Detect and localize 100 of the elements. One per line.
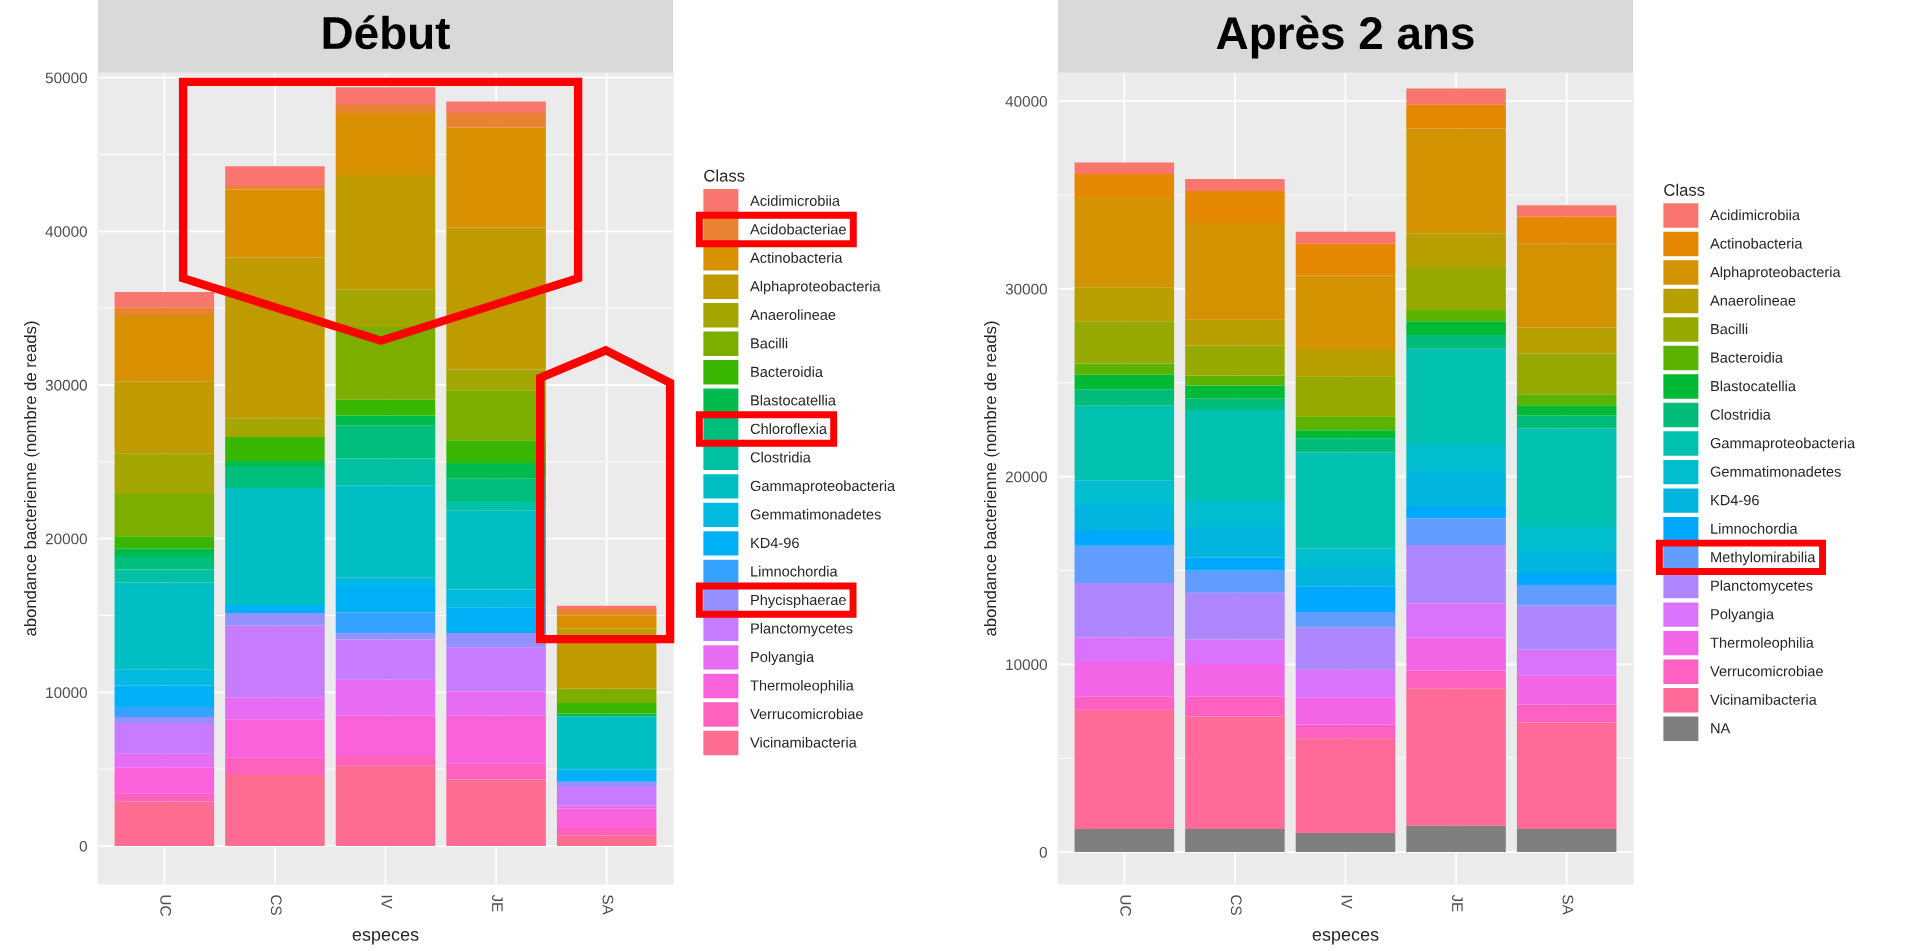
bar: [1406, 670, 1506, 689]
bar: [114, 801, 215, 847]
bar: [225, 436, 325, 462]
bar: [1295, 452, 1396, 549]
bar: [446, 463, 546, 479]
bar: [556, 615, 657, 629]
bar: [446, 632, 546, 648]
bar: [1074, 696, 1175, 710]
bar: [1074, 828, 1175, 853]
x-tick-label: UC: [1120, 895, 1132, 916]
bar: [114, 494, 215, 537]
bar: [1074, 363, 1175, 375]
bar: [556, 808, 657, 829]
bar: [335, 399, 436, 416]
bar: [1406, 104, 1506, 129]
bar: [1516, 205, 1617, 217]
bar: [1516, 394, 1617, 406]
bar: [1295, 566, 1396, 587]
bar: [1185, 557, 1285, 571]
bar: [1406, 443, 1506, 474]
bar: [1406, 267, 1506, 310]
x-tick-label: UC: [160, 895, 172, 916]
legend-label: Verrucomicrobiae: [750, 708, 863, 720]
bar: [225, 487, 325, 606]
bar: [114, 685, 215, 707]
bar: [556, 703, 657, 714]
legend-label: Bacteroidia: [751, 366, 823, 377]
legend-title: Class: [704, 169, 745, 182]
bar: [1185, 319, 1285, 346]
y-tick-label: 50000: [45, 72, 87, 84]
bar: [1406, 309, 1506, 322]
bar: [446, 779, 546, 847]
bar: [114, 706, 215, 717]
bar: [556, 835, 657, 847]
bar: [1295, 669, 1396, 698]
x-tick-label: IV: [381, 895, 393, 909]
y-tick-label: 10000: [1006, 659, 1047, 671]
bar: [114, 453, 215, 495]
legend-label: Thermoleophilia: [750, 679, 854, 694]
bar: [1185, 696, 1285, 717]
bar: [556, 608, 657, 616]
bar: [1185, 570, 1285, 593]
bar: [225, 719, 325, 758]
bar: [1516, 605, 1617, 650]
bar: [335, 765, 436, 847]
x-tick-label: CS: [270, 895, 282, 915]
bar: [1406, 128, 1506, 234]
bar: [1406, 473, 1506, 508]
bar: [225, 697, 325, 720]
bar: [1406, 518, 1506, 545]
bar: [1185, 223, 1285, 320]
bar: [1074, 374, 1175, 390]
bar: [556, 605, 657, 609]
bar: [1516, 722, 1617, 829]
bar: [446, 763, 546, 780]
y-tick-label: 30000: [1005, 283, 1047, 295]
legend-label: Blastocatellia: [751, 394, 836, 406]
legend-label: Acidimicrobiia: [1710, 209, 1800, 221]
bar: [1516, 553, 1617, 573]
y-tick-label: 10000: [46, 687, 87, 699]
bar: [225, 166, 325, 186]
bar: [1185, 501, 1285, 527]
legend-label: Clostridia: [1710, 409, 1771, 420]
bar: [114, 381, 215, 454]
bar: [1406, 88, 1506, 105]
bar: [335, 289, 436, 327]
bar: [225, 605, 325, 614]
bar: [335, 715, 436, 755]
bar: [1295, 416, 1396, 431]
legend-label: Actinobacteria: [750, 252, 843, 263]
bar: [335, 577, 436, 585]
bar: [1185, 179, 1285, 191]
bar: [1074, 162, 1175, 174]
legend-label: Limnochordia: [751, 565, 838, 577]
legend-label: Polyangia: [1711, 608, 1775, 623]
bar: [446, 478, 546, 502]
bar: [1074, 405, 1175, 481]
legend-label: Alphaproteobacteria: [1710, 266, 1841, 281]
bar: [1295, 832, 1396, 853]
legend-label: Gammaproteobacteria: [1710, 437, 1856, 452]
legend-label: Acidimicrobiia: [750, 195, 840, 206]
bar: [1074, 321, 1175, 364]
y-tick-label: 0: [1039, 846, 1047, 858]
bar: [114, 582, 215, 670]
legend-label: Thermoleophilia: [1710, 637, 1814, 651]
bar: [446, 607, 546, 633]
bar: [1516, 216, 1617, 244]
legend-label: Bacilli: [751, 337, 788, 349]
y-tick-label: 40000: [1005, 96, 1047, 107]
bar: [1074, 545, 1175, 583]
bar: [1295, 697, 1396, 725]
x-tick-label: JE: [491, 894, 503, 912]
bar: [225, 775, 325, 847]
legend-label: Actinobacteria: [1710, 238, 1803, 249]
x-axis-title: especes: [352, 930, 419, 945]
y-axis-title: abondance bacterienne (nombre de reads): [24, 321, 40, 636]
bar: [335, 754, 436, 766]
y-tick-label: 0: [79, 840, 87, 852]
y-axis-title: abondance bacterienne (nombre de reads): [984, 321, 1000, 636]
bar: [114, 753, 215, 768]
